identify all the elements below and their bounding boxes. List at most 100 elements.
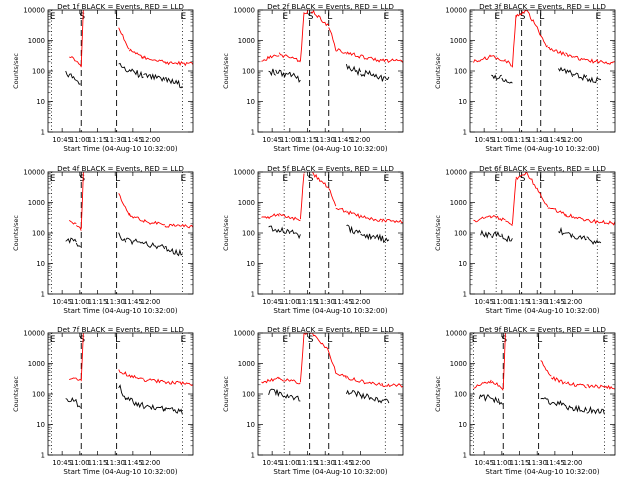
series-lld-line [473, 333, 615, 391]
plot-frame [469, 332, 616, 456]
series-lld-line [69, 333, 193, 387]
marker-letter-e: E [472, 335, 478, 345]
plot-frame [47, 332, 194, 456]
panel-title: Det 9f BLACK = Events, RED = LLD [479, 325, 606, 334]
y-axis-label: Counts/sec [222, 53, 230, 89]
marker-letter-e: E [603, 335, 609, 345]
panel-title: Det 5f BLACK = Events, RED = LLD [267, 164, 394, 173]
marker-letter-s: S [79, 174, 85, 184]
x-tick-label: 12:00 [141, 459, 161, 467]
y-axis-label: Counts/sec [434, 215, 442, 251]
marker-letter-s: S [79, 335, 85, 345]
y-tick-label: 10 [246, 98, 255, 106]
marker-letter-l: L [327, 174, 332, 184]
y-tick-label: 10 [36, 260, 45, 268]
marker-letter-e: E [50, 335, 56, 345]
y-tick-label: 100 [454, 391, 467, 399]
marker-letter-e: E [282, 335, 288, 345]
marker-letter-s: S [79, 12, 85, 22]
marker-letter-e: E [383, 174, 389, 184]
panel-title: Det 7f BLACK = Events, RED = LLD [57, 325, 184, 334]
marker-letter-e: E [181, 12, 187, 22]
x-tick-label: 11:30 [527, 298, 547, 306]
x-tick-label: 12:00 [563, 298, 583, 306]
x-tick-label: 11:15 [298, 459, 318, 467]
x-tick-label: 11:00 [70, 298, 90, 306]
marker-letter-s: S [520, 12, 526, 22]
marker-letter-s: S [501, 335, 507, 345]
marker-letter-e: E [181, 335, 187, 345]
y-tick-label: 1 [463, 291, 467, 299]
marker-letter-l: L [327, 12, 332, 22]
y-tick-label: 10000 [233, 330, 255, 338]
y-axis-label: Counts/sec [222, 376, 230, 412]
marker-letter-l: L [115, 335, 120, 345]
series-events-line [65, 62, 183, 89]
y-tick-label: 10 [36, 98, 45, 106]
series-events-line [268, 224, 390, 244]
x-tick-label: 11:45 [123, 298, 143, 306]
series-events-line [268, 63, 390, 83]
plot-frame [469, 171, 616, 295]
x-tick-label: 10:45 [474, 459, 494, 467]
x-tick-label: 12:00 [351, 298, 371, 306]
x-tick-label: 11:15 [298, 298, 318, 306]
marker-letter-e: E [50, 174, 56, 184]
series-events-line [65, 384, 183, 415]
y-axis-label: Counts/sec [434, 53, 442, 89]
marker-letter-l: L [115, 12, 120, 22]
marker-letter-e: E [282, 12, 288, 22]
marker-letter-l: L [115, 174, 120, 184]
x-tick-label: 10:45 [262, 298, 282, 306]
marker-letter-s: S [308, 174, 314, 184]
x-tick-label: 11:00 [70, 459, 90, 467]
x-axis-label: Start Time (04-Aug-10 10:32:00) [63, 468, 177, 476]
plot-frame [47, 9, 194, 133]
x-tick-label: 11:30 [315, 136, 335, 144]
x-tick-label: 11:15 [88, 298, 108, 306]
marker-letter-e: E [383, 335, 389, 345]
x-tick-label: 11:30 [105, 136, 125, 144]
x-tick-label: 11:45 [545, 459, 565, 467]
series-lld-line [261, 10, 403, 64]
marker-letter-l: L [327, 335, 332, 345]
x-tick-label: 10:45 [52, 459, 72, 467]
x-tick-label: 11:45 [545, 298, 565, 306]
y-tick-label: 1000 [28, 37, 45, 45]
y-tick-label: 1 [41, 452, 45, 460]
x-tick-label: 11:30 [527, 136, 547, 144]
marker-letter-e: E [494, 174, 500, 184]
y-tick-label: 10 [246, 421, 255, 429]
x-tick-label: 11:45 [333, 136, 353, 144]
y-tick-label: 10000 [445, 7, 467, 15]
y-tick-label: 100 [32, 68, 45, 76]
x-tick-label: 11:00 [492, 298, 512, 306]
x-tick-label: 10:45 [262, 136, 282, 144]
marker-letter-e: E [595, 174, 601, 184]
marker-letter-s: S [520, 174, 526, 184]
x-tick-label: 11:45 [333, 298, 353, 306]
y-tick-label: 10000 [233, 169, 255, 177]
series-lld-line [69, 10, 193, 68]
x-tick-label: 11:15 [510, 459, 530, 467]
x-tick-label: 10:45 [52, 136, 72, 144]
series-lld-line [68, 172, 193, 231]
y-axis-label: Counts/sec [222, 215, 230, 251]
series-events-line [268, 388, 390, 404]
x-tick-label: 12:00 [563, 136, 583, 144]
series-events-line [65, 232, 183, 257]
y-tick-label: 1 [41, 291, 45, 299]
panel-8: Det 8f BLACK = Events, RED = LLD Counts/s… [222, 325, 404, 476]
panel-3: Det 3f BLACK = Events, RED = LLD Counts/s… [434, 2, 616, 153]
y-tick-label: 10000 [23, 169, 45, 177]
x-tick-label: 11:15 [88, 459, 108, 467]
x-axis-label: Start Time (04-Aug-10 10:32:00) [485, 145, 599, 153]
x-tick-label: 10:45 [52, 298, 72, 306]
marker-letter-e: E [50, 12, 56, 22]
x-axis-label: Start Time (04-Aug-10 10:32:00) [485, 468, 599, 476]
y-tick-label: 100 [454, 68, 467, 76]
marker-letter-s: S [308, 335, 314, 345]
marker-letter-e: E [181, 174, 187, 184]
panel-2: Det 2f BLACK = Events, RED = LLD Counts/s… [222, 2, 404, 153]
